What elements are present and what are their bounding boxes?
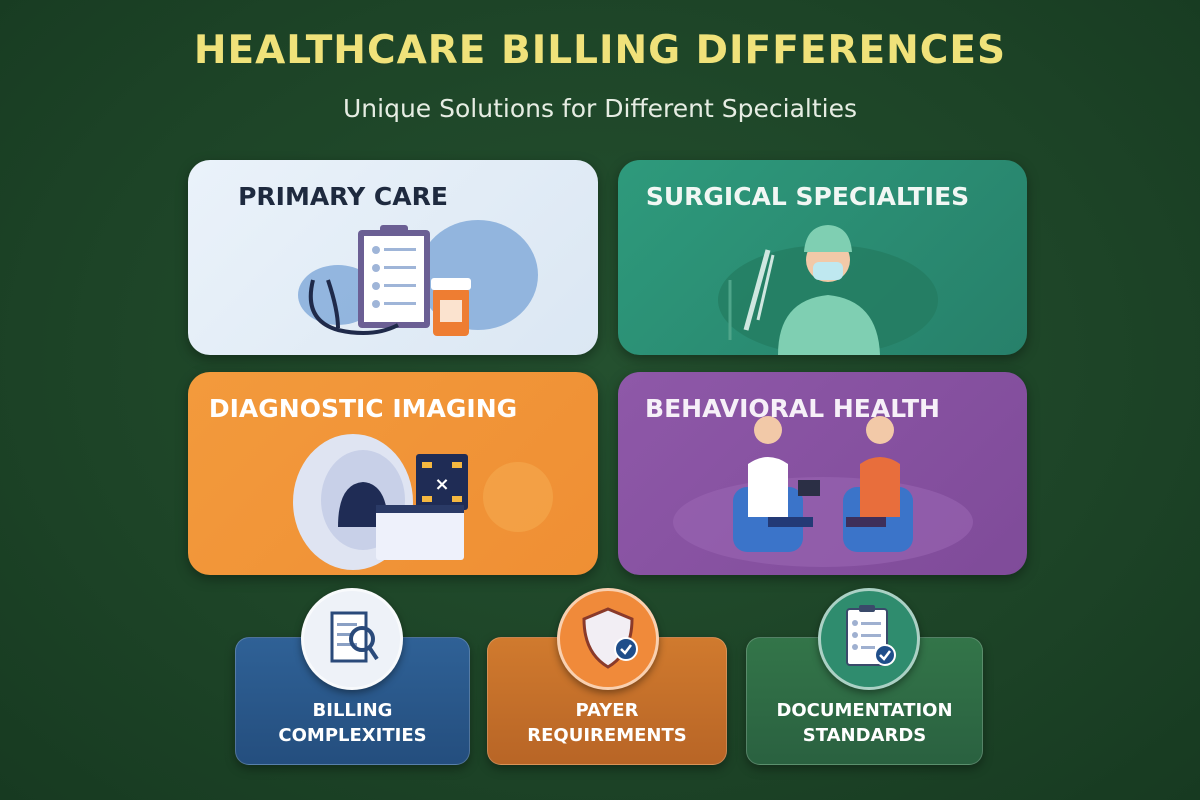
card-label: BEHAVIORAL HEALTH [645, 394, 940, 423]
clipboard-stethoscope-icon [298, 220, 538, 336]
card-label: PRIMARY CARE [238, 182, 448, 211]
factor-label-line1: DOCUMENTATION [776, 700, 953, 721]
document-magnifier-icon [301, 588, 403, 690]
page-subtitle: Unique Solutions for Different Specialti… [342, 94, 857, 123]
mri-scanner-icon: × [293, 434, 553, 570]
factor-label-line1: PAYER [575, 700, 639, 721]
factor-label-line1: BILLING [312, 700, 393, 721]
factor-label-line2: REQUIREMENTS [527, 725, 687, 746]
surgeon-icon [718, 225, 938, 355]
svg-text:×: × [434, 474, 449, 495]
factor-payer-requirements: PAYER REQUIREMENTS [487, 637, 727, 765]
card-behavioral-health: BEHAVIORAL HEALTH [618, 372, 1027, 575]
checklist-clipboard-icon [818, 588, 920, 690]
card-primary-care: PRIMARY CARE [188, 160, 598, 355]
factor-label-line2: COMPLEXITIES [278, 725, 427, 746]
card-diagnostic-imaging: × DIAGNOSTIC IMAGING [188, 372, 598, 575]
page-title: HEALTHCARE BILLING DIFFERENCES [193, 28, 1007, 73]
shield-check-icon [557, 588, 659, 690]
card-label: SURGICAL SPECIALTIES [645, 182, 970, 211]
card-label: DIAGNOSTIC IMAGING [208, 394, 518, 423]
card-surgical-specialties: SURGICAL SPECIALTIES [618, 160, 1027, 355]
factor-label-line2: STANDARDS [802, 725, 927, 746]
therapy-session-icon [673, 416, 973, 567]
